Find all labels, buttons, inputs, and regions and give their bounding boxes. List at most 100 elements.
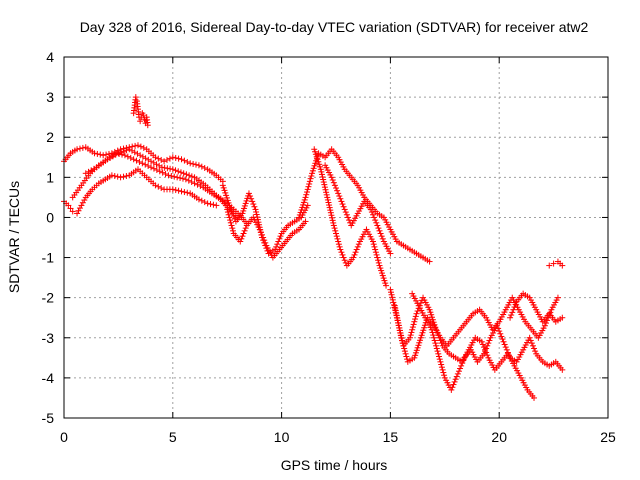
data-point-fill	[414, 344, 421, 351]
data-point-fill	[510, 306, 517, 313]
data-point-fill	[329, 177, 336, 184]
data-point-fill	[430, 334, 437, 341]
data-point-fill	[320, 176, 327, 183]
data-point-fill	[172, 154, 179, 161]
data-point-fill	[318, 168, 325, 175]
data-point-fill	[253, 211, 260, 218]
data-point	[559, 366, 566, 373]
data-point	[219, 182, 226, 189]
data-point-fill	[225, 199, 232, 206]
data-point	[161, 158, 168, 165]
data-point-fill	[332, 227, 339, 234]
data-point	[531, 394, 538, 401]
data-point-fill	[259, 231, 266, 238]
x-axis-label: GPS time / hours	[281, 457, 388, 473]
data-point	[100, 152, 107, 159]
series-midday-rise	[296, 146, 433, 265]
data-point-fill	[320, 179, 327, 186]
data-point-fill	[450, 381, 457, 388]
data-point-fill	[388, 291, 395, 298]
data-point-fill	[224, 197, 231, 204]
y-tick-label: 2	[46, 129, 54, 145]
data-point-fill	[451, 378, 458, 385]
data-point-fill	[501, 341, 508, 348]
data-point-fill	[158, 185, 165, 192]
data-point-fill	[334, 187, 341, 194]
data-point-fill	[188, 173, 195, 180]
data-point-fill	[334, 235, 341, 242]
data-point-fill	[227, 217, 234, 224]
data-point	[152, 182, 159, 189]
data-point-fill	[79, 144, 86, 151]
series-track-a	[61, 142, 226, 185]
data-point-fill	[261, 237, 268, 244]
data-point-fill	[168, 172, 175, 179]
data-point-fill	[498, 333, 505, 340]
data-point	[65, 202, 72, 209]
data-point-fill	[412, 349, 419, 356]
data-point-fill	[547, 309, 554, 316]
data-point-fill	[499, 336, 506, 343]
data-point-fill	[311, 162, 318, 169]
data-point-fill	[496, 328, 503, 335]
data-point	[256, 226, 263, 233]
data-point-fill	[400, 342, 407, 349]
data-point	[134, 142, 141, 149]
data-point-fill	[303, 189, 310, 196]
data-point-fill	[324, 196, 331, 203]
data-point-fill	[183, 171, 190, 178]
data-point-fill	[482, 348, 489, 355]
data-point-fill	[172, 167, 179, 174]
data-point	[132, 94, 139, 101]
data-point-fill	[327, 207, 334, 214]
data-point-fill	[505, 352, 512, 359]
data-point-fill	[76, 145, 83, 152]
data-point	[117, 146, 124, 153]
data-point-fill	[449, 384, 456, 391]
data-point-fill	[336, 193, 343, 200]
data-point-fill	[459, 360, 466, 367]
data-point-fill	[351, 251, 358, 258]
data-point-fill	[323, 189, 330, 196]
data-point-fill	[511, 304, 518, 311]
data-point-fill	[111, 172, 118, 179]
data-point-fill	[316, 163, 323, 170]
data-point-fill	[242, 200, 249, 207]
data-point	[454, 370, 461, 377]
data-point-fill	[495, 325, 502, 332]
data-point-fill	[455, 368, 462, 375]
data-point-fill	[277, 233, 284, 240]
data-point-fill	[329, 217, 336, 224]
data-point-fill	[377, 265, 384, 272]
data-point-fill	[300, 199, 307, 206]
data-point-fill	[375, 259, 382, 266]
data-point-fill	[354, 243, 361, 250]
data-point-fill	[434, 348, 441, 355]
data-point-fill	[114, 173, 121, 180]
x-tick-label: 0	[60, 429, 68, 445]
data-point-fill	[177, 169, 184, 176]
data-point-fill	[372, 217, 379, 224]
data-point-fill	[296, 211, 303, 218]
data-point-fill	[242, 225, 249, 232]
data-point-fill	[330, 219, 337, 226]
x-tick-label: 25	[600, 429, 616, 445]
data-point-fill	[503, 346, 510, 353]
data-point	[383, 282, 390, 289]
data-point-fill	[297, 209, 304, 216]
y-tick-label: 0	[46, 209, 54, 225]
data-point	[78, 202, 85, 209]
data-point-fill	[389, 296, 396, 303]
data-point-fill	[412, 316, 419, 323]
data-point	[559, 262, 566, 269]
data-point-fill	[321, 181, 328, 188]
data-point	[367, 206, 374, 213]
data-point-fill	[378, 267, 385, 274]
data-point	[237, 238, 244, 245]
data-point-fill	[273, 243, 280, 250]
data-point-fill	[241, 205, 248, 212]
data-point	[317, 166, 324, 173]
data-point-fill	[309, 167, 316, 174]
data-point-fill	[337, 195, 344, 202]
data-point	[387, 250, 394, 257]
